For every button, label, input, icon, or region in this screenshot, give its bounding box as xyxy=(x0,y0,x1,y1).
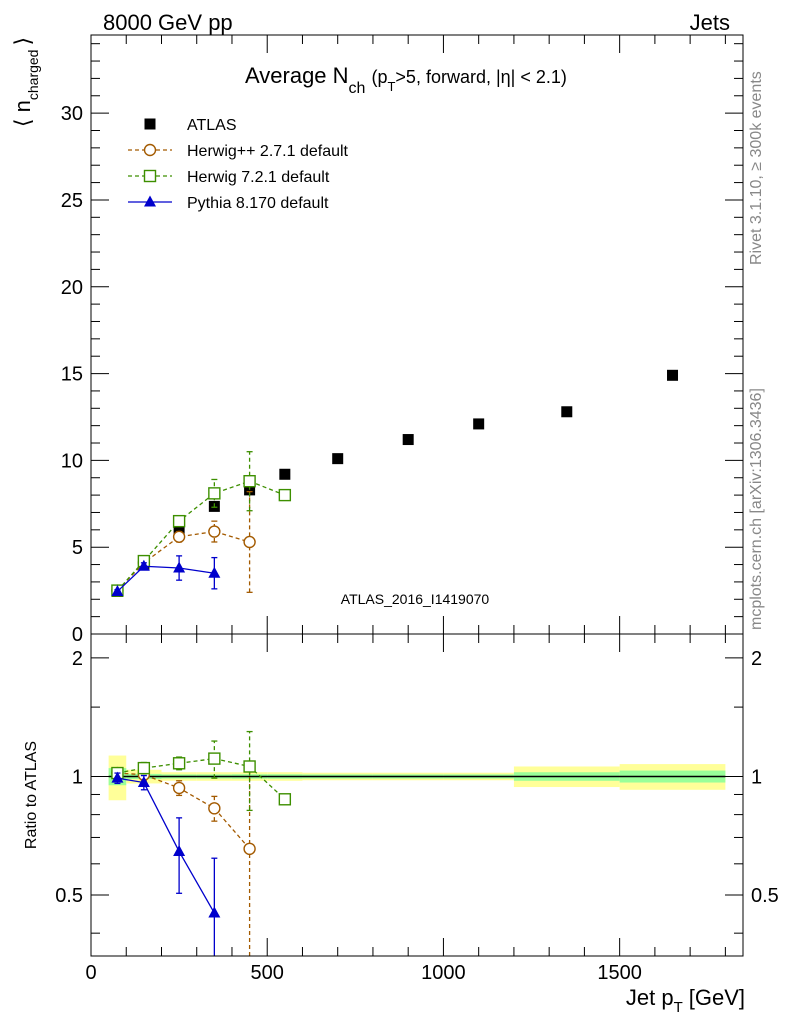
series-atlas xyxy=(111,369,679,597)
ratio-point xyxy=(137,776,150,788)
mc-point xyxy=(208,487,221,500)
title-cond-b: >5, forward, |η| < 2.1) xyxy=(395,67,566,87)
x-tick-label: 1500 xyxy=(597,962,642,984)
y-tick-label: 5 xyxy=(72,537,83,559)
ratio-point xyxy=(137,761,151,775)
y-tick-label: 10 xyxy=(61,450,83,472)
title-cond-a: (p xyxy=(371,67,387,87)
header-left: 8000 GeV pp xyxy=(103,10,233,35)
mc-point xyxy=(243,475,256,488)
mc-point xyxy=(208,566,221,578)
ratio-point xyxy=(208,802,221,815)
side-label-mcplots: mcplots.cern.ch [arXiv:1306.3436] xyxy=(748,388,765,630)
ratio-series-mc-2 xyxy=(111,771,221,956)
series-mc-1 xyxy=(111,451,292,597)
legend-entry: ATLAS xyxy=(144,117,237,134)
svg-text:Average Nch(pT>5, forward, |η|: Average Nch (pT>5, forward, |η| < 2.1) xyxy=(245,63,567,97)
y-tick-label: 30 xyxy=(61,103,83,125)
legend-marker xyxy=(144,118,156,130)
chart-title: Average Nch (pT>5, forward, |η| < 2.1) xyxy=(245,63,567,97)
ratio-y-tick-label: 0.5 xyxy=(55,885,83,907)
xlabel-sub: T xyxy=(674,999,683,1016)
analysis-id: ATLAS_2016_I1419070 xyxy=(341,591,490,607)
series-mc-0 xyxy=(111,490,256,597)
legend: ATLAS Herwig++ 2.7.1 default Herwig 7.2.1 … xyxy=(128,117,349,212)
mc-point xyxy=(243,535,256,549)
ratio-uncertainty-bands xyxy=(108,755,726,801)
main-panel: 0 5 10 15 20 25 30 xyxy=(61,34,744,646)
ratio-point xyxy=(243,760,256,773)
mc-point xyxy=(137,559,150,571)
atlas-point xyxy=(561,406,573,418)
ratio-point xyxy=(243,842,256,856)
title-cond-a-sub: T xyxy=(387,79,395,94)
side-label-rivet: Rivet 3.1.10, ≥ 300k events xyxy=(748,71,765,265)
y-tick-label: 20 xyxy=(61,277,83,299)
ratio-series-mc-1 xyxy=(111,730,292,812)
legend-marker xyxy=(143,143,157,157)
ratio-y-tick-label-right: 0.5 xyxy=(751,885,779,907)
xlabel-unit: [GeV] xyxy=(689,985,745,1010)
ratio-line xyxy=(117,777,215,914)
mc-point xyxy=(172,514,186,528)
atlas-point xyxy=(332,453,344,465)
mc-point xyxy=(208,525,221,538)
ratio-point xyxy=(208,906,221,918)
atlas-point xyxy=(279,468,291,480)
x-tick-label: 500 xyxy=(251,962,284,984)
atlas-point xyxy=(667,369,679,381)
ratio-y-tick-label-right: 2 xyxy=(751,648,762,670)
legend-label: Herwig++ 2.7.1 default xyxy=(187,143,349,160)
ratio-y-tick-label: 2 xyxy=(72,648,83,670)
y-tick-label: 0 xyxy=(72,624,83,646)
ylabel-sub: charged xyxy=(25,50,41,101)
ratio-y-tick-label: 1 xyxy=(72,766,83,788)
ratio-point xyxy=(173,844,186,856)
title-main: Average N xyxy=(245,63,349,88)
y-tick-label: 25 xyxy=(61,190,83,212)
x-axis-label: Jet pT [GeV] xyxy=(626,985,745,1016)
xlabel-main: Jet p xyxy=(626,985,674,1010)
ratio-series-mc-0 xyxy=(111,766,256,956)
ratio-point xyxy=(172,781,186,795)
ratio-point xyxy=(172,757,186,770)
mc-line xyxy=(116,565,215,592)
ratio-panel: 0.5 0.5 1 1 2 2 0 500 1000 1500 xyxy=(55,633,779,984)
y-axis-label: ⟨ ncharged ⟩ xyxy=(10,37,41,127)
legend-label: ATLAS xyxy=(187,117,237,134)
legend-marker xyxy=(144,195,156,207)
ylabel-close: ⟩ xyxy=(10,37,35,46)
ratio-y-axis-label: Ratio to ATLAS xyxy=(23,741,40,849)
legend-entry: Herwig 7.2.1 default xyxy=(128,169,330,186)
series-mc-2 xyxy=(111,555,221,596)
x-tick-label: 1000 xyxy=(421,962,466,984)
ylabel-open: ⟨ n xyxy=(10,100,35,127)
legend-entry: Pythia 8.170 default xyxy=(128,195,329,212)
ratio-point xyxy=(278,793,292,806)
atlas-point xyxy=(473,418,485,430)
legend-label: Pythia 8.170 default xyxy=(187,195,329,212)
title-main-sub: ch xyxy=(349,80,366,97)
mc-point xyxy=(172,530,186,543)
ratio-frame xyxy=(90,633,744,957)
mc-line xyxy=(116,480,286,592)
atlas-point xyxy=(402,434,414,446)
mc-point xyxy=(173,561,186,573)
mc-point xyxy=(111,584,124,596)
y-tick-label: 15 xyxy=(61,364,83,386)
ratio-point xyxy=(111,771,124,783)
x-tick-label: 0 xyxy=(85,962,96,984)
svg-text:Jet pT[GeV]: Jet pT [GeV] xyxy=(626,985,745,1016)
mc-point xyxy=(278,488,292,502)
legend-label: Herwig 7.2.1 default xyxy=(187,169,330,186)
legend-entry: Herwig++ 2.7.1 default xyxy=(128,143,349,160)
legend-marker xyxy=(143,169,157,183)
header-right: Jets xyxy=(690,10,730,35)
ratio-y-tick-label-right: 1 xyxy=(751,766,762,788)
svg-text:⟨ ncharged⟩: ⟨ ncharged ⟩ xyxy=(10,37,41,127)
atlas-point xyxy=(244,484,256,496)
atlas-point xyxy=(173,524,185,536)
ratio-point xyxy=(208,752,221,765)
